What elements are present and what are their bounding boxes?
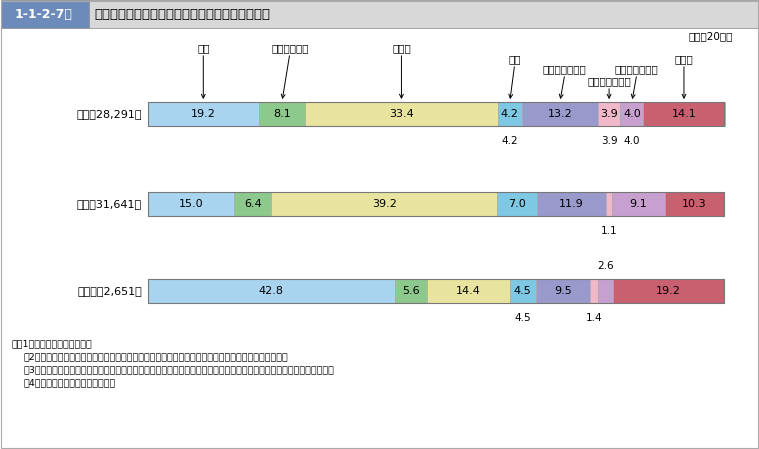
Text: 14.4: 14.4: [456, 286, 480, 296]
Text: 14.1: 14.1: [672, 109, 696, 119]
Text: 1-1-2-7図: 1-1-2-7図: [15, 8, 73, 21]
Text: 住宅: 住宅: [197, 43, 209, 53]
Text: 9.1: 9.1: [629, 199, 647, 209]
Text: 脅迫　（2,651）: 脅迫 （2,651）: [77, 286, 142, 296]
Text: 11.9: 11.9: [559, 199, 584, 209]
Text: 9.5: 9.5: [554, 286, 572, 296]
Bar: [305, 102, 498, 126]
Bar: [395, 279, 427, 303]
Text: 傷害（28,291）: 傷害（28,291）: [77, 109, 142, 119]
Text: 2.6: 2.6: [597, 261, 614, 271]
Text: 4　（　）内は，実人員である。: 4 （ ）内は，実人員である。: [24, 378, 116, 387]
Text: 学校（幼稚園）: 学校（幼稚園）: [587, 76, 631, 86]
Bar: [606, 192, 613, 216]
Text: 3　「公共交通機関等」は，地下鉄等の列車・航空機・船舶・バス内，駅・その他の鉄道施設，空港及び海港をいう。: 3 「公共交通機関等」は，地下鉄等の列車・航空機・船舶・バス内，駅・その他の鉄道…: [24, 365, 335, 374]
Text: 傷害・暴行・脅迫　認知件数の発生場所別構成比: 傷害・暴行・脅迫 認知件数の発生場所別構成比: [94, 8, 270, 21]
Text: 39.2: 39.2: [372, 199, 397, 209]
Bar: [271, 192, 497, 216]
Text: サービス営業店: サービス営業店: [543, 64, 587, 74]
Text: 4.0: 4.0: [623, 109, 641, 119]
Text: 15.0: 15.0: [179, 199, 203, 209]
Text: 3.9: 3.9: [600, 109, 618, 119]
Bar: [89, 0, 758, 28]
Text: 道路上: 道路上: [392, 43, 411, 53]
Bar: [591, 279, 598, 303]
Text: 4.5: 4.5: [515, 313, 531, 323]
Text: 10.3: 10.3: [682, 199, 707, 209]
Bar: [665, 192, 724, 216]
Text: 公共交通機関等: 公共交通機関等: [615, 64, 659, 74]
Bar: [235, 192, 271, 216]
Bar: [498, 102, 522, 126]
Bar: [598, 102, 620, 126]
Text: 7.0: 7.0: [509, 199, 526, 209]
Bar: [613, 279, 724, 303]
Text: 駐車（輪）場: 駐車（輪）場: [271, 43, 309, 53]
Text: 注　1　警察庁の統計による。: 注 1 警察庁の統計による。: [12, 339, 93, 348]
Text: 13.2: 13.2: [547, 109, 572, 119]
Bar: [598, 279, 613, 303]
Text: 5.6: 5.6: [402, 286, 420, 296]
Text: 6.4: 6.4: [244, 199, 262, 209]
Bar: [148, 279, 724, 303]
Text: 8.1: 8.1: [273, 109, 291, 119]
Text: 2　「サービス営業店」は，生活環境営業，金融機関等，公営競技場，スポーツ・行楽施設をいう。: 2 「サービス営業店」は，生活環境営業，金融機関等，公営競技場，スポーツ・行楽施…: [24, 352, 288, 361]
Bar: [497, 192, 537, 216]
Text: 商店: 商店: [509, 54, 521, 64]
Text: その他: その他: [675, 54, 693, 64]
Text: 1.1: 1.1: [601, 226, 617, 236]
Bar: [259, 102, 305, 126]
Bar: [148, 192, 235, 216]
Text: 19.2: 19.2: [657, 286, 681, 296]
Text: 4.5: 4.5: [514, 286, 531, 296]
Text: 1.4: 1.4: [586, 313, 603, 323]
Bar: [148, 102, 259, 126]
Text: 暴行（31,641）: 暴行（31,641）: [77, 199, 142, 209]
Bar: [620, 102, 644, 126]
Bar: [510, 279, 536, 303]
Text: 33.4: 33.4: [389, 109, 414, 119]
Bar: [522, 102, 598, 126]
Text: 42.8: 42.8: [259, 286, 284, 296]
Text: 4.0: 4.0: [624, 136, 640, 146]
Bar: [148, 192, 724, 216]
Text: 4.2: 4.2: [501, 109, 518, 119]
Text: （平成20年）: （平成20年）: [688, 31, 733, 41]
Text: 4.2: 4.2: [502, 136, 518, 146]
Bar: [537, 192, 606, 216]
Bar: [613, 192, 665, 216]
Bar: [148, 279, 395, 303]
Text: 3.9: 3.9: [601, 136, 617, 146]
Bar: [1, 0, 89, 28]
Bar: [536, 279, 591, 303]
Bar: [148, 102, 724, 126]
Text: 19.2: 19.2: [191, 109, 216, 119]
Bar: [644, 102, 725, 126]
Bar: [427, 279, 510, 303]
